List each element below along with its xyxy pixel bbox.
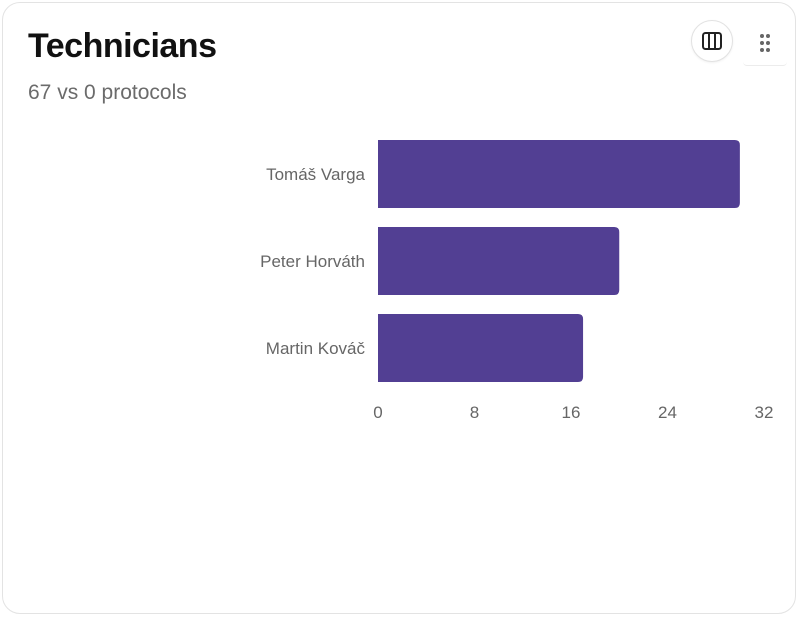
bar[interactable] bbox=[378, 227, 620, 295]
category-label: Peter Horváth bbox=[260, 252, 365, 271]
x-tick-label: 16 bbox=[562, 403, 581, 422]
bar[interactable] bbox=[378, 314, 584, 382]
card-subtitle: 67 vs 0 protocols bbox=[28, 81, 187, 104]
category-label: Tomáš Varga bbox=[266, 165, 365, 184]
card-title: Technicians bbox=[28, 27, 217, 65]
x-tick-label: 0 bbox=[373, 403, 382, 422]
drag-handle-icon bbox=[760, 33, 770, 52]
x-tick-label: 24 bbox=[658, 403, 677, 422]
category-label: Martin Kováč bbox=[266, 339, 366, 358]
x-tick-label: 8 bbox=[470, 403, 479, 422]
drag-handle-button[interactable] bbox=[743, 20, 787, 66]
columns-icon bbox=[702, 32, 722, 50]
x-tick-label: 32 bbox=[755, 403, 774, 422]
bar[interactable] bbox=[378, 140, 740, 208]
columns-button[interactable] bbox=[691, 20, 733, 62]
